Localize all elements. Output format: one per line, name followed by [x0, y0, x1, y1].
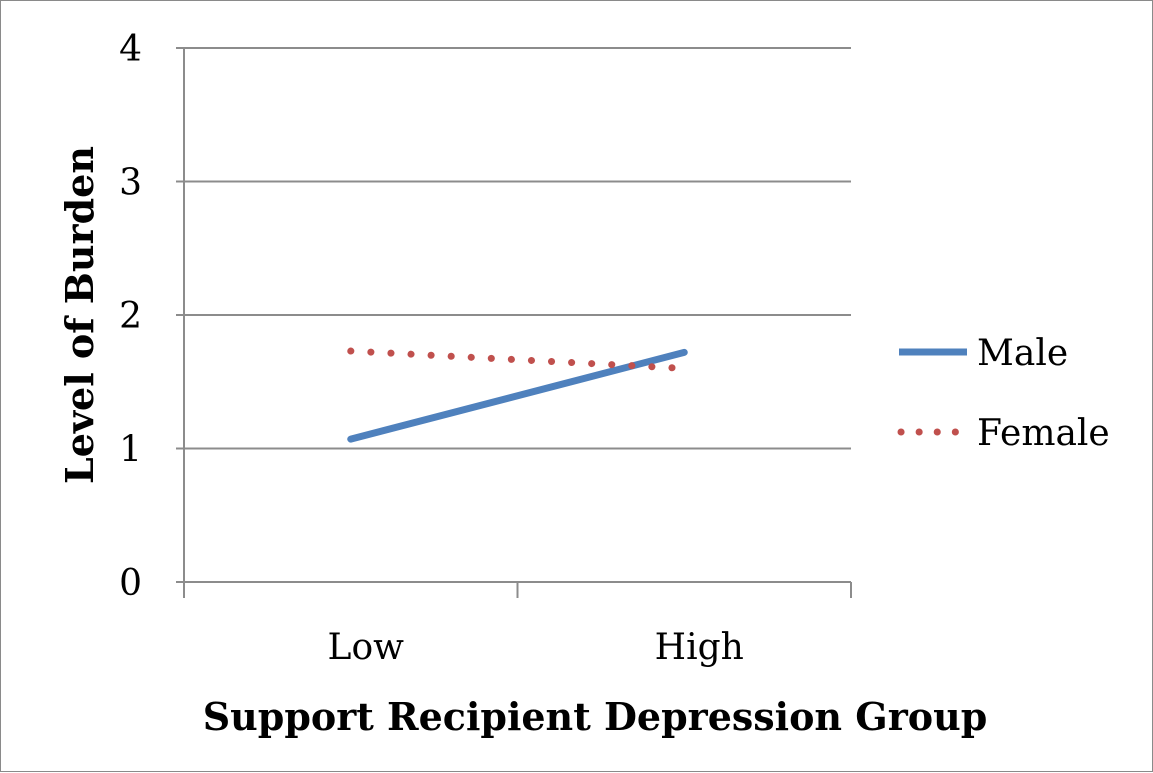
axes	[183, 48, 852, 598]
y-axis-title: Level of Burden	[57, 146, 102, 484]
x-tick-label-high: High	[655, 627, 744, 668]
gridlines	[176, 47, 851, 583]
series-lines	[347, 347, 688, 443]
legend: Male Female	[897, 333, 1110, 454]
y-tick-label: 0	[119, 563, 142, 604]
y-tick-label: 1	[119, 430, 142, 471]
tick-labels: 0 1 2 3 4 Low High	[119, 29, 744, 668]
legend-label-male: Male	[977, 333, 1068, 374]
y-tick-label: 4	[119, 29, 142, 70]
x-tick-label-low: Low	[328, 627, 405, 668]
legend-label-female: Female	[977, 413, 1110, 454]
x-axis-title: Support Recipient Depression Group	[203, 694, 988, 739]
y-tick-label: 2	[119, 296, 142, 337]
y-tick-label: 3	[119, 163, 142, 204]
series-line-female	[347, 347, 688, 372]
